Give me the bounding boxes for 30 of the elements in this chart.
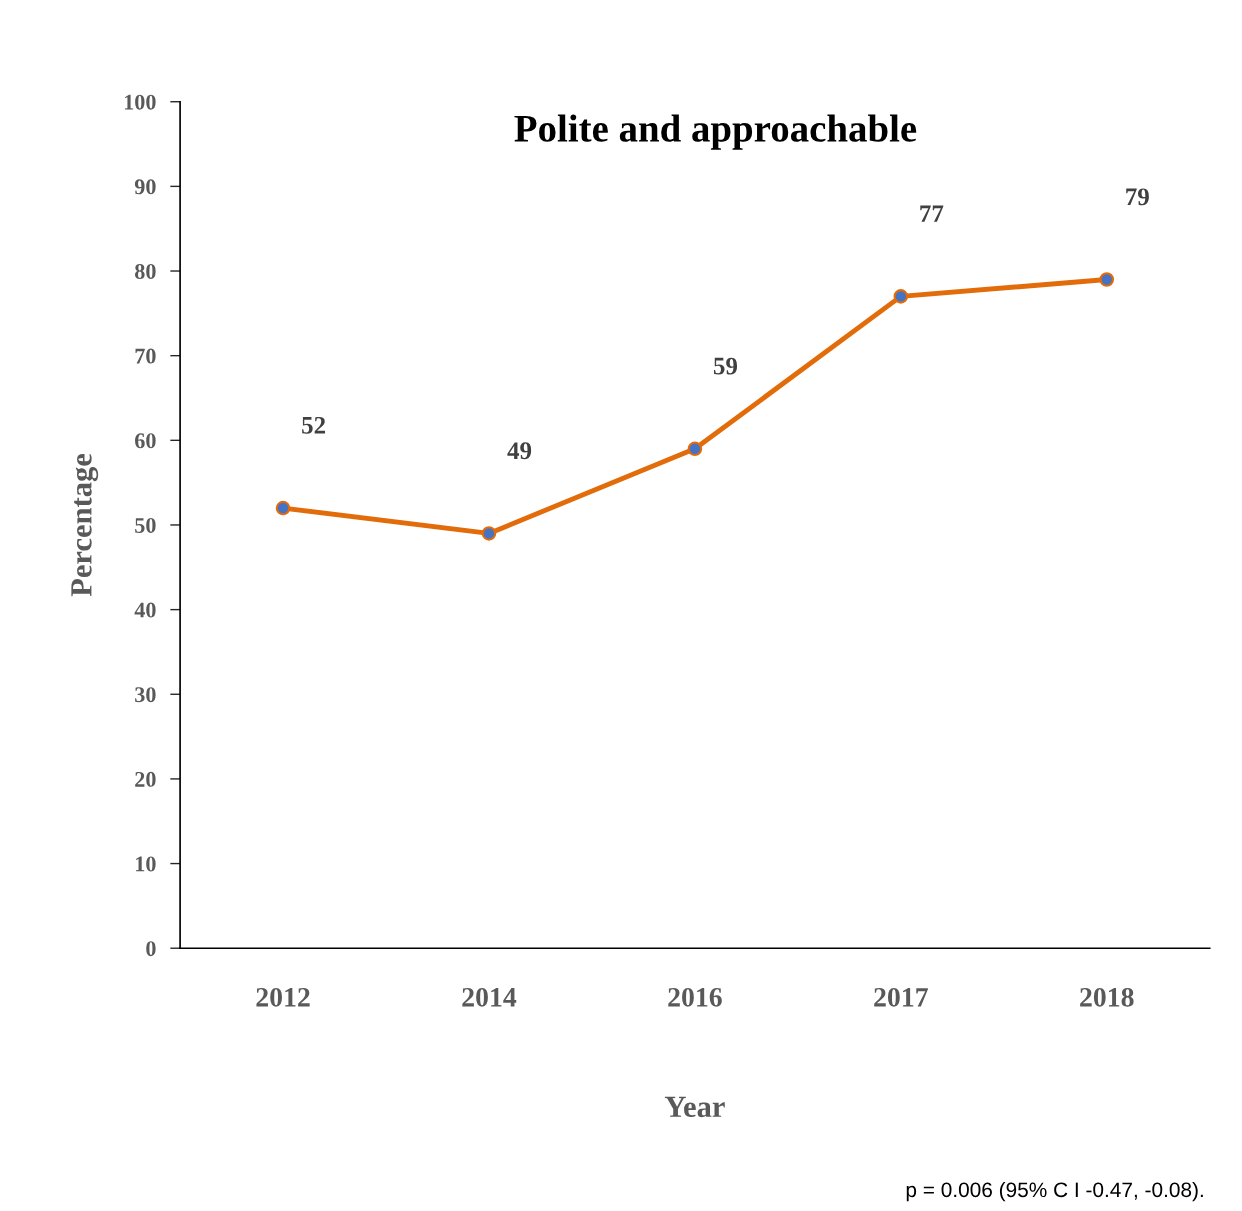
data-label: 52 [302,416,326,434]
point [1099,272,1115,287]
x-tick-label: 2017 [874,987,928,1007]
y-tick-label: 100 [124,94,156,110]
chart-title: Polite and approachable [514,114,917,150]
x-tick-label: 2012 [256,987,310,1007]
y-tick-label: 80 [135,263,156,279]
data-label: 49 [507,442,532,460]
x-tick-label: 2016 [668,987,722,1007]
y-tick-label: 40 [134,602,156,618]
point [481,526,497,541]
y-tick-label: 30 [135,687,156,703]
data-label: 79 [1126,188,1149,206]
data-label: 77 [920,205,944,222]
x-axis-title: Year [664,1096,725,1118]
x-tick-label: 2014 [462,987,517,1007]
data-label: 59 [713,357,738,375]
y-tick-label: 60 [135,433,156,449]
y-tick-label: 20 [135,771,156,787]
y-axis-title: Percentage [71,453,99,597]
y-tick-label: 90 [134,179,156,195]
x-tick-label: 2018 [1080,987,1134,1007]
y-tick-label: 70 [135,348,156,364]
point [893,289,909,304]
point [275,500,291,516]
y-tick-label: 10 [136,856,156,872]
y-tick-label: 0 [146,941,156,957]
y-tick-label: 50 [135,517,156,533]
text: p = 0.006 (95% C I -0.47, -0.08). [906,1181,1203,1202]
point [687,441,703,457]
